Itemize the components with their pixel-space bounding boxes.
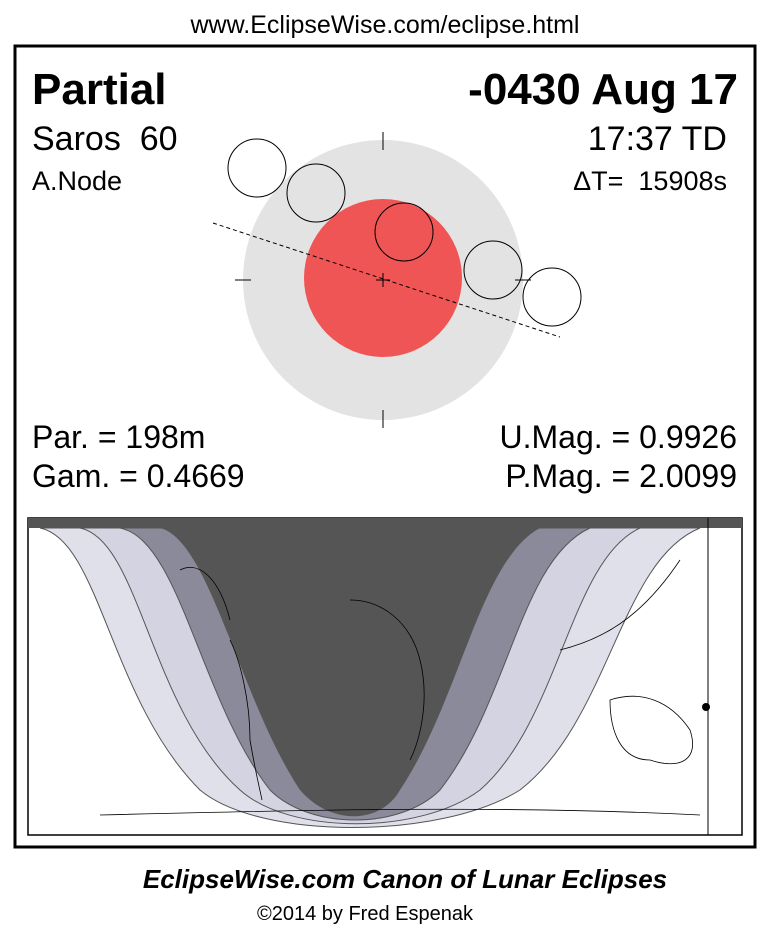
visibility-map (27, 517, 743, 836)
node: A.Node (32, 166, 122, 196)
umbral-magnitude: U.Mag. = 0.9926 (500, 419, 737, 455)
footer-title: EclipseWise.com Canon of Lunar Eclipses (143, 864, 667, 894)
moon-positions (227, 138, 582, 327)
saros: Saros 60 (32, 120, 178, 158)
penumbral-magnitude: P.Mag. = 2.0099 (505, 458, 737, 494)
delta-t: ΔT= 15908s (573, 166, 727, 196)
gamma: Gam. = 0.4669 (32, 458, 245, 494)
moon-path (212, 222, 561, 338)
copyright: ©2014 by Fred Espenak (257, 903, 474, 925)
time: 17:37 TD (588, 120, 727, 158)
url: www.EclipseWise.com/eclipse.html (190, 11, 580, 39)
eclipse-type: Partial (32, 65, 167, 114)
eclipse-date: -0430 Aug 17 (468, 65, 738, 114)
duration: Par. = 198m (32, 419, 205, 455)
